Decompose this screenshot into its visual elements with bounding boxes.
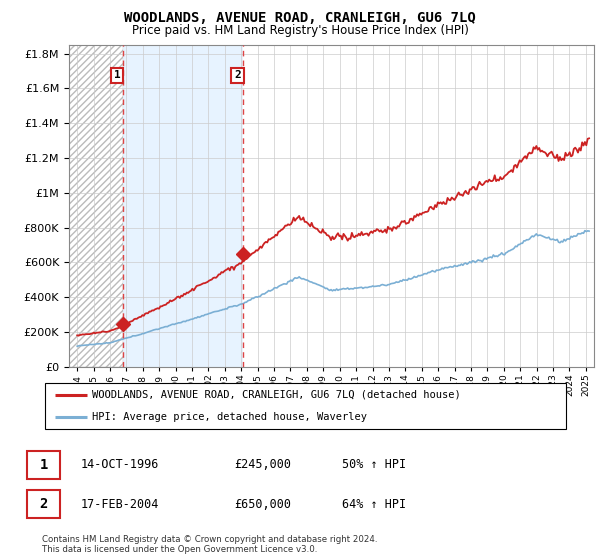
Text: WOODLANDS, AVENUE ROAD, CRANLEIGH, GU6 7LQ (detached house): WOODLANDS, AVENUE ROAD, CRANLEIGH, GU6 7… xyxy=(92,390,461,400)
Text: 64% ↑ HPI: 64% ↑ HPI xyxy=(342,497,406,511)
Text: WOODLANDS, AVENUE ROAD, CRANLEIGH, GU6 7LQ: WOODLANDS, AVENUE ROAD, CRANLEIGH, GU6 7… xyxy=(124,11,476,25)
Text: £245,000: £245,000 xyxy=(234,458,291,472)
Text: 2: 2 xyxy=(234,71,241,81)
Text: 17-FEB-2004: 17-FEB-2004 xyxy=(81,497,160,511)
Text: 50% ↑ HPI: 50% ↑ HPI xyxy=(342,458,406,472)
Text: 2: 2 xyxy=(40,497,47,511)
Text: 1: 1 xyxy=(40,458,47,472)
Text: Contains HM Land Registry data © Crown copyright and database right 2024.
This d: Contains HM Land Registry data © Crown c… xyxy=(42,535,377,554)
Text: 1: 1 xyxy=(114,71,121,81)
Text: HPI: Average price, detached house, Waverley: HPI: Average price, detached house, Wave… xyxy=(92,412,367,422)
Bar xyxy=(69,45,123,367)
Bar xyxy=(123,45,243,367)
Text: £650,000: £650,000 xyxy=(234,497,291,511)
Text: 14-OCT-1996: 14-OCT-1996 xyxy=(81,458,160,472)
FancyBboxPatch shape xyxy=(44,383,566,429)
Text: Price paid vs. HM Land Registry's House Price Index (HPI): Price paid vs. HM Land Registry's House … xyxy=(131,24,469,36)
